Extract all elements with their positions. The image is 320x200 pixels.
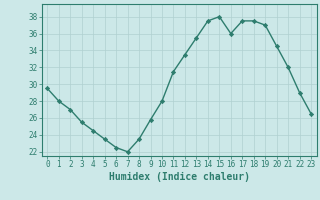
- X-axis label: Humidex (Indice chaleur): Humidex (Indice chaleur): [109, 172, 250, 182]
